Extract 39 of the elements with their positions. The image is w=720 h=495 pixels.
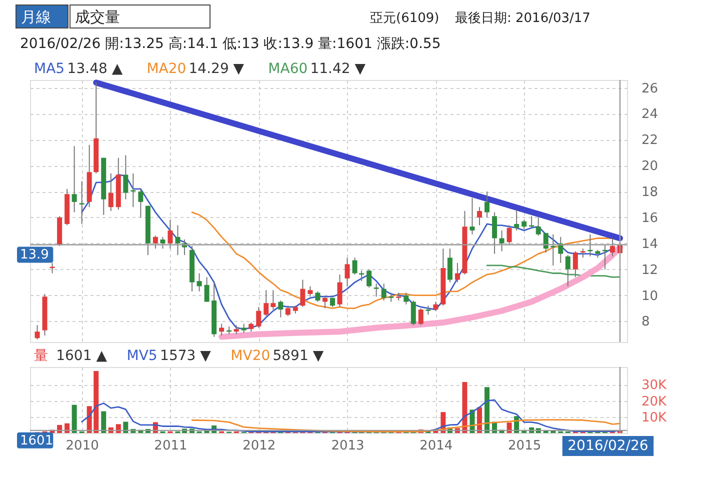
y-tick-label: 24 [642,107,658,122]
x-tick-label: 2011 [154,438,188,454]
chart-subtitle: 最後日期: 2016/03/17 [455,11,590,26]
text: 量 [34,348,48,364]
text: 1601 ▲ [56,348,108,364]
chart-title: 亞元(6109) [370,11,440,26]
y-tick-label: 20K [642,394,668,410]
text: MV5 [126,348,158,364]
text: 14.29 ▼ [188,61,244,77]
text: 13.48 ▲ [67,61,123,77]
ref-line-label: 1601 [20,433,54,448]
y-tick-label: 14 [642,236,658,252]
text: 2016/02/26 開:13.25 高:14.1 低:13 收:13.9 量:1601 漲跌:0.55 [20,36,441,52]
ref-line-label: 2016/02/26 [568,438,648,454]
y-tick-label: 10K [642,410,668,426]
x-tick-label: 2013 [331,438,364,454]
y-tick-label: 16 [642,210,658,226]
text: 月線 [21,8,51,26]
text: MA60 [268,61,308,77]
y-tick-label: 30K [642,378,668,394]
text: MA5 [34,61,65,77]
text: 11.42 ▼ [310,61,366,77]
x-tick-label: 2010 [66,438,99,454]
text: 1573 ▼ [160,348,212,364]
x-tick-label: 2015 [508,438,542,454]
text: MV20 [230,348,270,364]
y-tick-label: 26 [642,81,658,96]
y-tick-label: 10 [642,288,658,304]
text: 成交量 [75,8,120,26]
text: MA20 [146,61,186,77]
y-tick-label: 22 [642,133,658,148]
y-tick-label: 12 [642,262,658,278]
x-tick-label: 2014 [420,438,453,454]
ref-line-label: 13.9 [20,248,49,263]
y-tick-label: 18 [642,185,658,200]
text: 5891 ▼ [272,348,324,364]
x-tick-label: 2012 [242,438,276,454]
y-tick-label: 8 [642,314,650,330]
y-tick-label: 20 [642,159,658,174]
